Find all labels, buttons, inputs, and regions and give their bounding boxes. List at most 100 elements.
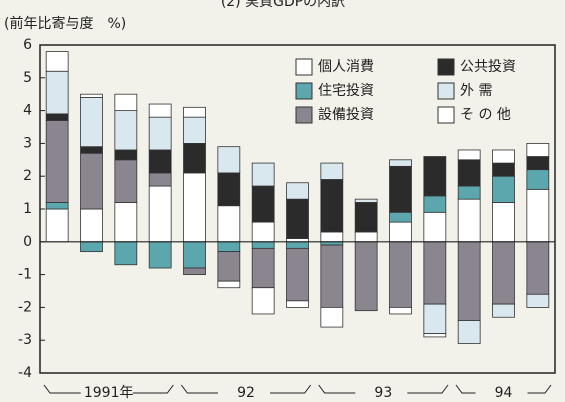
- bar-segment: [423, 241, 447, 305]
- bar-segment: [320, 244, 344, 308]
- bar-segment: [286, 182, 309, 200]
- bar-segment: [148, 185, 172, 243]
- bar-segment: [354, 231, 378, 243]
- legend-label: 設備投資: [318, 107, 374, 123]
- bar-segment: [526, 293, 550, 308]
- x-group-label: 92: [237, 385, 255, 401]
- bar-segment: [457, 198, 481, 243]
- bar-segment: [457, 185, 481, 200]
- bar-segment: [389, 241, 412, 308]
- legend-swatch: [437, 82, 455, 100]
- y-tick-label: 4: [23, 103, 32, 119]
- legend-label: 公共投資: [460, 59, 516, 75]
- bar-segment: [114, 202, 138, 243]
- bar-segment: [457, 241, 481, 321]
- legend-swatch: [295, 82, 313, 100]
- bar-segment: [183, 241, 206, 269]
- bar-segment: [148, 149, 172, 174]
- bar-segment: [80, 97, 103, 148]
- bar-segment: [286, 241, 309, 249]
- bar-segment: [492, 202, 515, 243]
- bar-segment: [526, 169, 550, 190]
- bar-segment: [354, 241, 378, 312]
- bar-segment: [423, 303, 447, 335]
- y-tick-label: 1: [23, 201, 32, 217]
- bar-segment: [492, 149, 515, 164]
- y-tick-label: 5: [23, 70, 32, 86]
- bar-segment: [492, 303, 515, 318]
- bar-segment: [286, 300, 309, 308]
- bar-segment: [183, 267, 206, 276]
- bar-segment: [423, 211, 447, 243]
- bar-segment: [286, 198, 309, 239]
- y-tick-label: 0: [23, 234, 32, 250]
- bar-segment: [389, 221, 412, 243]
- bar-segment: [389, 306, 412, 315]
- bar-segment: [423, 195, 447, 213]
- bar-segment: [251, 247, 275, 289]
- bar-segment: [251, 162, 275, 187]
- legend-label: 住宅投資: [318, 83, 374, 99]
- y-axis-title: (前年比寄与度 %): [4, 15, 126, 32]
- bar-segment: [217, 241, 241, 253]
- bar-segment: [320, 231, 344, 243]
- x-group-label: 94: [495, 385, 513, 401]
- bar-segment: [80, 241, 103, 253]
- legend-label: 個人消費: [318, 59, 374, 75]
- y-tick-label: -3: [18, 332, 32, 348]
- bar-segment: [217, 280, 241, 289]
- bar-segment: [492, 241, 515, 305]
- bar-segment: [320, 179, 344, 233]
- bar-segment: [114, 159, 138, 203]
- bar-segment: [423, 333, 447, 338]
- bar-segment: [183, 116, 206, 144]
- bar-segment: [45, 70, 69, 115]
- bar-segment: [251, 287, 275, 315]
- bar-segment: [526, 241, 550, 295]
- group-bracket: [43, 384, 174, 394]
- bar-segment: [526, 188, 550, 243]
- bar-segment: [80, 146, 103, 154]
- y-tick-label: 3: [23, 135, 32, 151]
- bar-segment: [45, 202, 69, 210]
- bar-segment: [114, 110, 138, 151]
- bar-segment: [251, 221, 275, 243]
- bar-segment: [80, 152, 103, 210]
- bar-segment: [354, 202, 378, 233]
- bar-segment: [217, 251, 241, 282]
- x-group-label: 93: [374, 385, 392, 401]
- bar-segment: [251, 241, 275, 249]
- legend-label: 外 需: [460, 83, 492, 99]
- bar-segment: [45, 120, 69, 203]
- bar-segment: [114, 149, 138, 161]
- bar-segment: [320, 306, 344, 328]
- y-tick-label: 2: [23, 168, 32, 184]
- group-bracket: [455, 384, 552, 394]
- bar-segment: [492, 162, 515, 177]
- bar-segment: [320, 162, 344, 180]
- bar-segment: [389, 211, 412, 223]
- bar-segment: [45, 51, 69, 72]
- bar-segment: [80, 93, 103, 98]
- chart-title: (2) 実質GDPの内訳: [221, 0, 345, 10]
- group-bracket: [318, 384, 449, 394]
- y-tick-label: -2: [18, 299, 32, 315]
- bar-segment: [183, 142, 206, 174]
- y-tick-label: -4: [18, 365, 32, 381]
- bar-segment: [286, 247, 309, 302]
- legend-box: [288, 52, 550, 142]
- bar-segment: [526, 142, 550, 157]
- bar-segment: [389, 159, 412, 167]
- legend-swatch: [437, 58, 455, 76]
- legend-swatch: [437, 106, 455, 124]
- bar-segment: [183, 172, 206, 243]
- bar-segment: [148, 172, 172, 187]
- bar-segment: [492, 175, 515, 203]
- x-group-label: 1991年: [84, 385, 134, 401]
- bar-segment: [526, 156, 550, 171]
- bar-segment: [183, 106, 206, 118]
- bar-segment: [148, 103, 172, 118]
- bar-segment: [217, 172, 241, 207]
- bar-segment: [80, 208, 103, 243]
